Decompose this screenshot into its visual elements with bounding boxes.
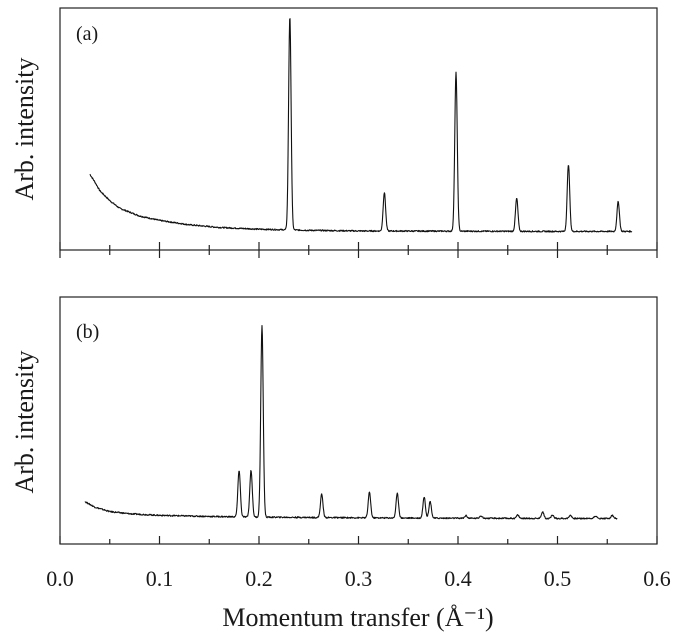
panel-b-frame [59, 296, 658, 545]
panel-a-x-ticks [59, 242, 658, 258]
panel-a-peak [288, 15, 291, 18]
panel-b-peak-markers [238, 325, 614, 518]
x-tick-label: 0.6 [643, 566, 671, 591]
panel-a: (a) Arb. intensity [10, 7, 658, 258]
x-tick-label: 0.0 [46, 566, 74, 591]
panel-a-frame [59, 7, 658, 251]
x-tick-label: 0.4 [444, 566, 472, 591]
panel-a-y-axis-label: Arb. intensity [10, 58, 39, 201]
panel-a-label: (a) [76, 23, 98, 45]
x-axis-label: Momentum transfer (Å⁻¹) [222, 603, 493, 632]
x-tick-label: 0.5 [544, 566, 572, 591]
panel-b-x-tick-labels: 0.0 0.1 0.2 0.3 0.4 0.5 0.6 [46, 566, 671, 591]
x-tick-label: 0.3 [345, 566, 373, 591]
panel-a-series-line [89, 18, 633, 233]
panel-b-label: (b) [76, 321, 99, 343]
x-tick-label: 0.2 [245, 566, 273, 591]
panel-b-y-axis-label: Arb. intensity [10, 351, 39, 494]
panel-b: (b) Arb. intensity 0.0 0.1 0.2 0.3 0.4 0.5 0.6… [10, 296, 671, 632]
panel-b-x-ticks [59, 536, 658, 544]
panel-b-series-line [84, 325, 618, 520]
x-tick-label: 0.1 [146, 566, 174, 591]
